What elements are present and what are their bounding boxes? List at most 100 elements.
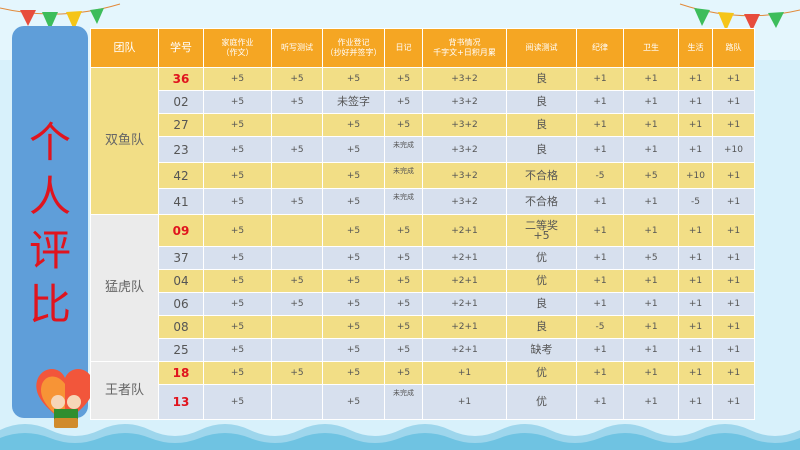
- student-id-cell: 25: [158, 338, 204, 362]
- score-cell: +3+2: [422, 113, 507, 137]
- score-cell: +1: [678, 67, 713, 91]
- student-id-cell: 18: [158, 361, 204, 385]
- score-cell: +1: [576, 246, 624, 270]
- score-cell: -5: [576, 162, 624, 189]
- score-cell: 优: [506, 246, 577, 270]
- score-cell: +1: [712, 90, 755, 114]
- score-cell: +5: [203, 269, 272, 293]
- score-cell: +2+1: [422, 315, 507, 339]
- score-cell: +5: [203, 136, 272, 163]
- score-cell: +5: [322, 136, 385, 163]
- score-cell: +5: [203, 188, 272, 215]
- score-cell: +5: [203, 384, 272, 420]
- score-cell: 未完成: [384, 162, 423, 189]
- score-cell: +1: [712, 315, 755, 339]
- header-recitation: 背书情况 千字文+日积月累: [422, 28, 507, 68]
- score-cell: +1: [623, 188, 679, 215]
- score-cell: +5: [384, 269, 423, 293]
- score-cell: +2+1: [422, 214, 507, 247]
- table-row: 08 +5 +5 +5 +2+1 良 -5 +1 +1 +1: [91, 315, 755, 339]
- score-cell: 未完成: [384, 384, 423, 420]
- score-cell: +1: [678, 292, 713, 316]
- score-cell: +5: [384, 214, 423, 247]
- score-cell: +1: [576, 361, 624, 385]
- score-cell: +1: [712, 162, 755, 189]
- score-cell: +5: [203, 113, 272, 137]
- score-cell: +1: [623, 214, 679, 247]
- score-cell: 优: [506, 269, 577, 293]
- heart-balloon-with-kids-icon: [36, 369, 94, 428]
- student-id-cell: 37: [158, 246, 204, 270]
- student-id-cell: 23: [158, 136, 204, 163]
- student-id-cell: 27: [158, 113, 204, 137]
- score-cell: +5: [322, 269, 385, 293]
- score-cell: 未完成: [384, 188, 423, 215]
- score-cell: +1: [712, 269, 755, 293]
- score-cell: +5: [322, 361, 385, 385]
- score-cell: +5: [322, 338, 385, 362]
- score-cell: +1: [678, 269, 713, 293]
- score-cell: +5: [384, 246, 423, 270]
- score-cell: [271, 113, 323, 137]
- student-id-cell: 08: [158, 315, 204, 339]
- header-student-id: 学号: [158, 28, 204, 68]
- score-cell: +5: [203, 338, 272, 362]
- score-cell: [271, 338, 323, 362]
- score-cell: [271, 384, 323, 420]
- score-cell: 缺考: [506, 338, 577, 362]
- header-homework-log: 作业登记 （抄好并签字）: [322, 28, 385, 68]
- table-row: 06 +5 +5 +5 +5 +2+1 良 +1 +1 +1 +1: [91, 292, 755, 316]
- table-row: 37 +5 +5 +5 +2+1 优 +1 +5 +1 +1: [91, 246, 755, 270]
- score-cell: +5: [203, 90, 272, 114]
- score-cell: +10: [712, 136, 755, 163]
- score-cell: +1: [422, 361, 507, 385]
- score-cell: +5: [384, 292, 423, 316]
- score-cell: +5: [322, 246, 385, 270]
- score-cell: +1: [623, 384, 679, 420]
- score-cell: +10: [678, 162, 713, 189]
- score-cell: +1: [712, 113, 755, 137]
- score-cell: +5: [623, 162, 679, 189]
- header-diary: 日记: [384, 28, 423, 68]
- score-cell: -5: [576, 315, 624, 339]
- score-cell: +1: [678, 246, 713, 270]
- header-row: 团队 学号 家庭作业 （作文） 听写测试 作业登记 （抄好并签字） 日记 背书情况千…: [90, 28, 755, 68]
- table-row: 42 +5 +5 未完成 +3+2 不合格 -5 +5 +10 +1: [91, 162, 755, 189]
- score-cell: 良: [506, 67, 577, 91]
- header-reading-test: 阅读测试: [506, 28, 577, 68]
- score-cell: +5: [203, 292, 272, 316]
- score-cell: +5: [203, 162, 272, 189]
- score-cell: 良: [506, 136, 577, 163]
- score-cell: +1: [678, 338, 713, 362]
- bunting-flags-icon: [0, 3, 800, 31]
- score-cell: +3+2: [422, 90, 507, 114]
- score-cell: +5: [384, 338, 423, 362]
- score-cell: 良: [506, 292, 577, 316]
- score-cell: +1: [712, 188, 755, 215]
- score-cell: 良: [506, 113, 577, 137]
- header-queue: 路队: [712, 28, 755, 68]
- score-cell: +5: [322, 292, 385, 316]
- title-char: 评: [28, 226, 71, 275]
- table-row: 04 +5 +5 +5 +5 +2+1 优 +1 +1 +1 +1: [91, 269, 755, 293]
- score-cell: +1: [712, 67, 755, 91]
- score-cell: +1: [576, 214, 624, 247]
- score-cell: +1: [712, 338, 755, 362]
- student-id-cell: 41: [158, 188, 204, 215]
- student-id-cell: 02: [158, 90, 204, 114]
- team-name-cell: 猛虎队: [90, 214, 159, 362]
- score-cell: 未完成: [384, 136, 423, 163]
- score-cell: +5: [203, 361, 272, 385]
- score-cell: +5: [203, 214, 272, 247]
- score-cell: +1: [678, 214, 713, 247]
- score-cell: +5: [384, 67, 423, 91]
- score-cell: +2+1: [422, 269, 507, 293]
- score-cell: +3+2: [422, 162, 507, 189]
- score-cell: 优: [506, 361, 577, 385]
- score-cell: 良: [506, 90, 577, 114]
- table-row: 王者队 18 +5 +5 +5 +5 +1 优 +1 +1 +1 +1: [90, 361, 755, 420]
- student-id-cell: 06: [158, 292, 204, 316]
- score-cell: +1: [623, 292, 679, 316]
- score-cell: [271, 162, 323, 189]
- score-cell: [271, 246, 323, 270]
